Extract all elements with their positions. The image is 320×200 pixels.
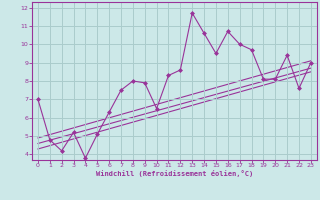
X-axis label: Windchill (Refroidissement éolien,°C): Windchill (Refroidissement éolien,°C): [96, 170, 253, 177]
